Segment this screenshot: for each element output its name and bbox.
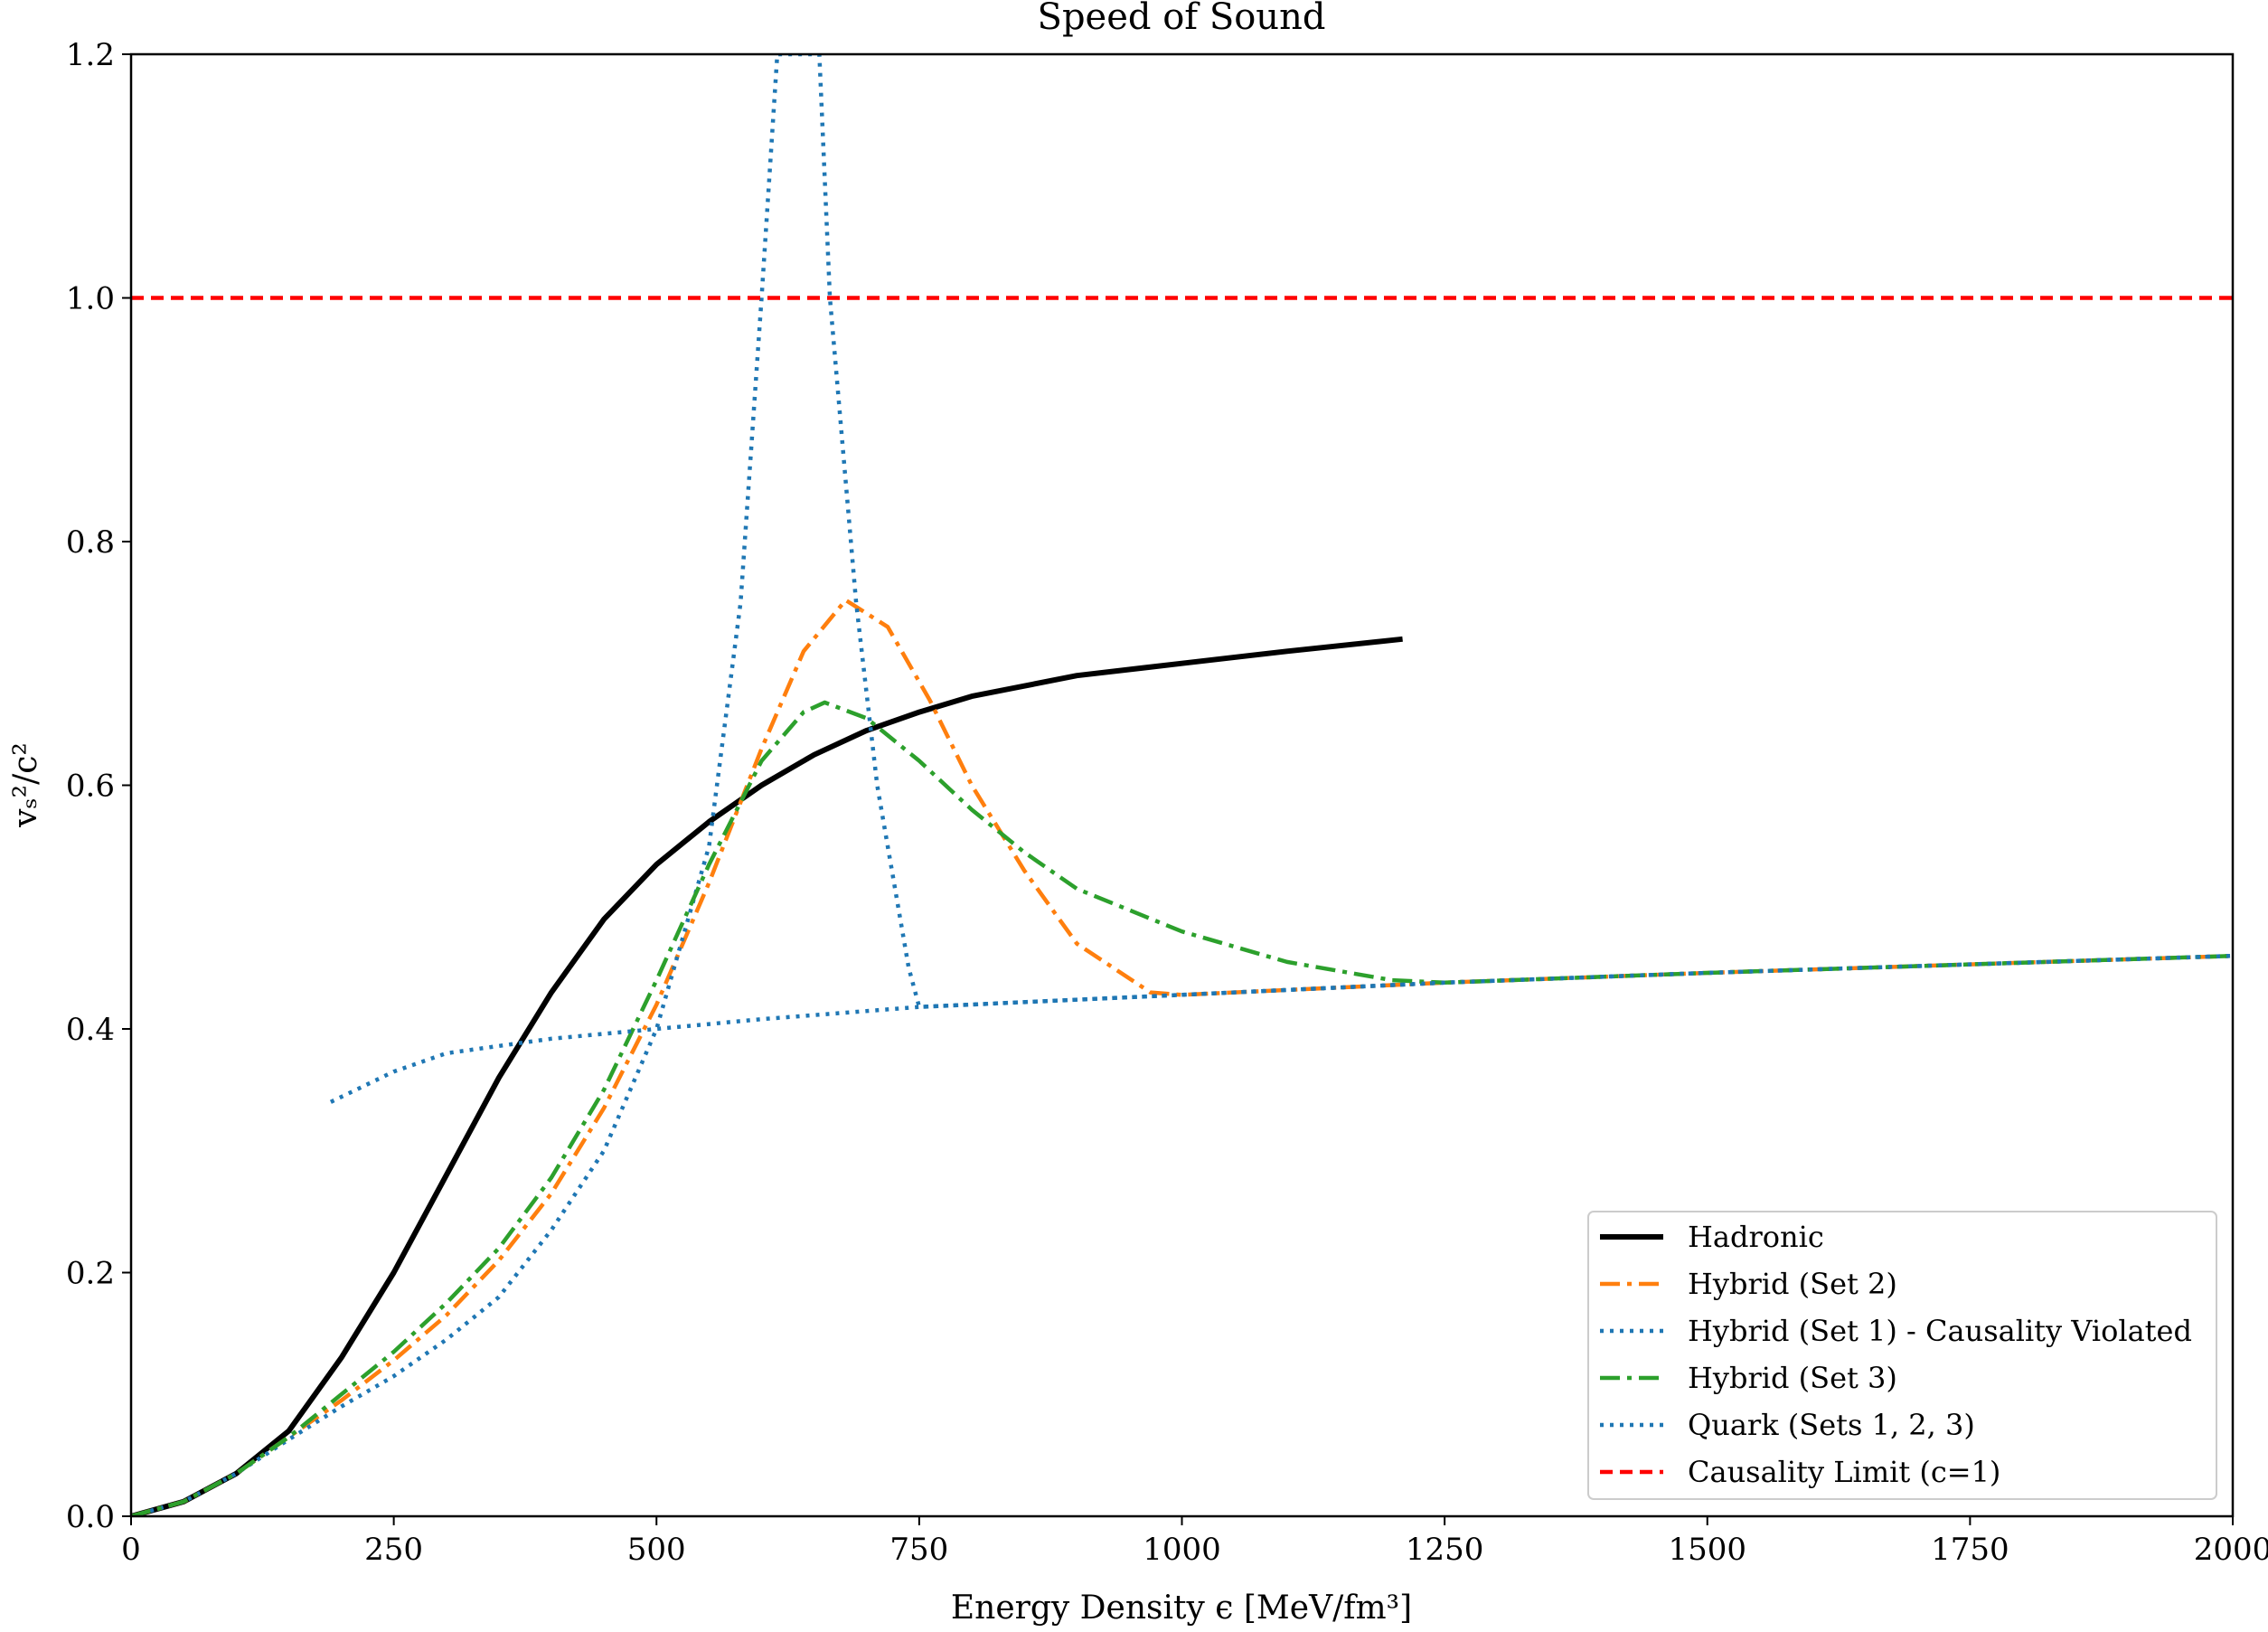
legend-label: Hadronic (1688, 1220, 1824, 1254)
x-tick-label: 500 (627, 1532, 686, 1568)
x-tick-label: 750 (889, 1532, 948, 1568)
series-line-0 (131, 636, 1403, 1516)
x-tick-label: 0 (121, 1532, 141, 1568)
x-axis: 0 250 500 750 1000 1250 1500 1750 2000 (121, 1516, 2268, 1568)
y-tick-label: 0.4 (66, 1012, 115, 1048)
legend-label: Hybrid (Set 2) (1688, 1267, 1897, 1301)
y-tick-label: 1.2 (66, 37, 115, 73)
x-tick-label: 250 (364, 1532, 423, 1568)
x-tick-label: 2000 (2194, 1532, 2268, 1568)
x-tick-label: 1500 (1668, 1532, 1746, 1568)
y-axis-label: vₛ²/c² (7, 742, 44, 828)
legend-label: Hybrid (Set 3) (1688, 1361, 1897, 1395)
y-axis: 0.0 0.2 0.4 0.6 0.8 1.0 1.2 (66, 37, 131, 1535)
y-tick-label: 1.0 (66, 281, 115, 317)
legend: Hadronic Hybrid (Set 2) Hybrid (Set 1) - C… (1587, 1211, 2217, 1500)
y-tick-label: 0.6 (66, 769, 115, 805)
y-tick-label: 0.0 (66, 1499, 115, 1535)
chart-title: Speed of Sound (1038, 0, 1326, 38)
legend-label: Hybrid (Set 1) - Causality Violated (1688, 1314, 2192, 1348)
x-tick-label: 1250 (1406, 1532, 1484, 1568)
x-axis-label: Energy Density ϵ [MeV/fm³] (951, 1590, 1412, 1627)
series-line-2 (131, 54, 2233, 1516)
x-tick-label: 1000 (1143, 1532, 1221, 1568)
legend-label: Quark (Sets 1, 2, 3) (1688, 1408, 1975, 1442)
series-line-3 (131, 700, 2233, 1516)
legend-label: Causality Limit (c=1) (1688, 1455, 2000, 1489)
y-tick-label: 0.8 (66, 524, 115, 561)
y-tick-label: 0.2 (66, 1256, 115, 1292)
x-tick-label: 1750 (1931, 1532, 2009, 1568)
legend-frame (1587, 1211, 2217, 1500)
series-layer (131, 54, 2233, 1516)
series-line-4 (329, 953, 2233, 1104)
